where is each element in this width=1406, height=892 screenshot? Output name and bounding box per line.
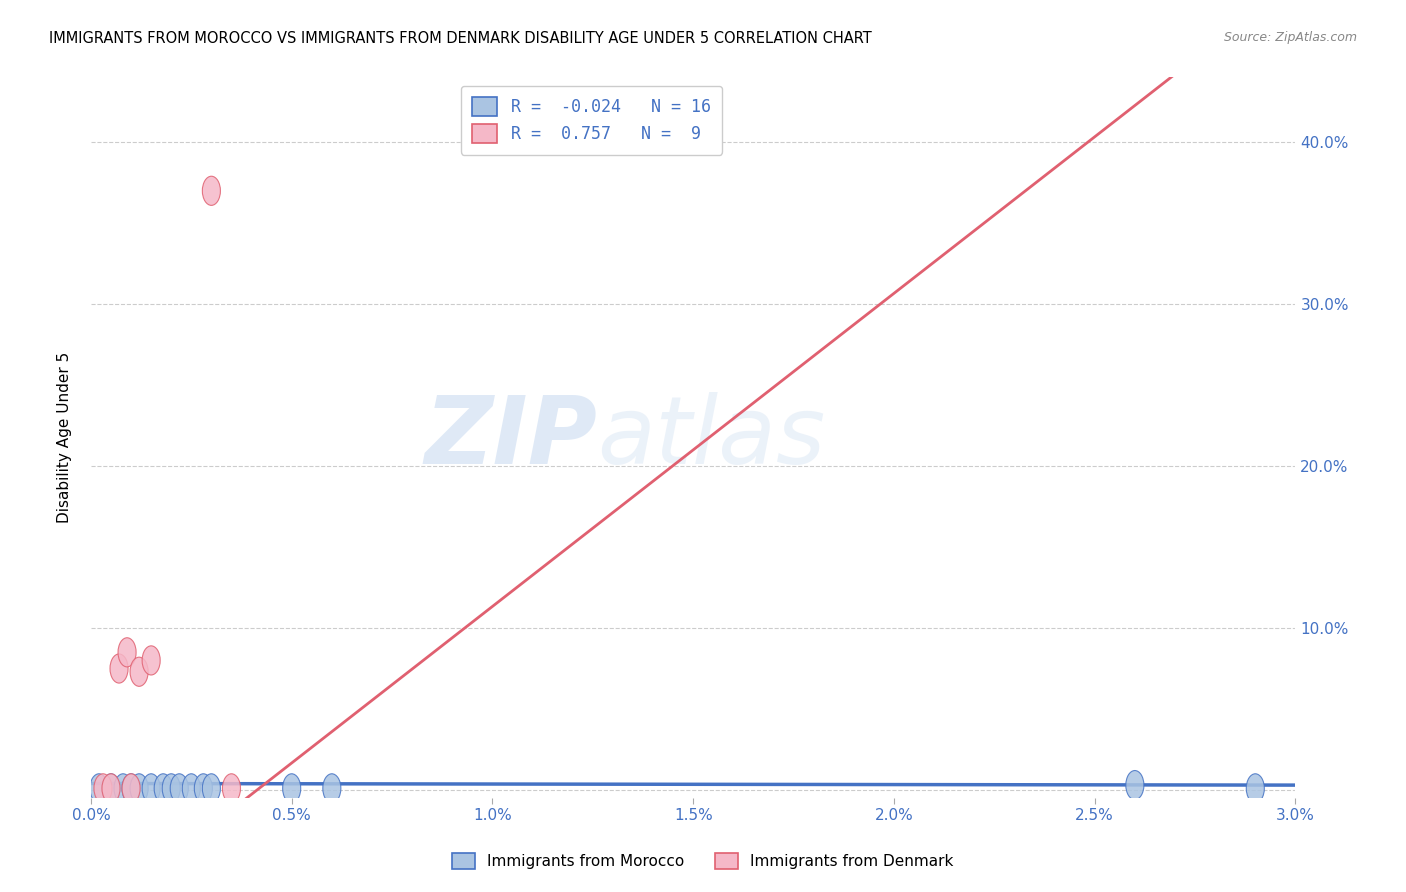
Ellipse shape [103,773,120,803]
Y-axis label: Disability Age Under 5: Disability Age Under 5 [58,352,72,524]
Ellipse shape [131,657,148,686]
Ellipse shape [170,773,188,803]
Ellipse shape [1246,773,1264,803]
Ellipse shape [162,773,180,803]
Ellipse shape [118,638,136,667]
Ellipse shape [122,773,141,803]
Ellipse shape [103,773,120,803]
Ellipse shape [122,773,141,803]
Text: atlas: atlas [596,392,825,483]
Ellipse shape [90,773,108,803]
Ellipse shape [202,773,221,803]
Ellipse shape [114,773,132,803]
Ellipse shape [222,773,240,803]
Ellipse shape [183,773,200,803]
Ellipse shape [323,773,340,803]
Ellipse shape [131,773,148,803]
Ellipse shape [142,773,160,803]
Ellipse shape [1126,771,1144,800]
Ellipse shape [94,773,112,803]
Legend: Immigrants from Morocco, Immigrants from Denmark: Immigrants from Morocco, Immigrants from… [446,847,960,875]
Ellipse shape [110,654,128,683]
Ellipse shape [202,177,221,205]
Ellipse shape [155,773,173,803]
Ellipse shape [283,773,301,803]
Text: ZIP: ZIP [425,392,596,483]
Ellipse shape [142,646,160,675]
Ellipse shape [194,773,212,803]
Legend: R =  -0.024   N = 16, R =  0.757   N =  9: R = -0.024 N = 16, R = 0.757 N = 9 [461,86,723,155]
Text: Source: ZipAtlas.com: Source: ZipAtlas.com [1223,31,1357,45]
Text: IMMIGRANTS FROM MOROCCO VS IMMIGRANTS FROM DENMARK DISABILITY AGE UNDER 5 CORREL: IMMIGRANTS FROM MOROCCO VS IMMIGRANTS FR… [49,31,872,46]
